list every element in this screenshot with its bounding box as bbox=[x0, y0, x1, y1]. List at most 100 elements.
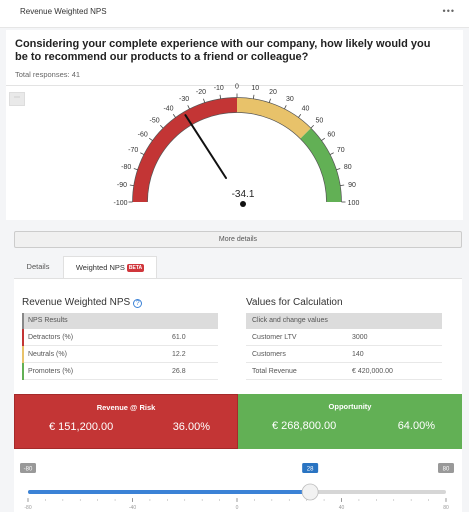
expand-button[interactable]: ⋯ bbox=[9, 92, 25, 106]
slider-scale-label: 80 bbox=[443, 505, 449, 511]
gauge-tick bbox=[140, 152, 145, 155]
slider-value-label: 28 bbox=[307, 467, 314, 473]
customers-value[interactable]: 140 bbox=[352, 351, 364, 358]
slider-max-label: 80 bbox=[443, 467, 450, 473]
gauge-tick-label: 30 bbox=[286, 96, 294, 103]
gauge-tick bbox=[329, 152, 334, 155]
table-row[interactable]: Customer LTV 3000 bbox=[246, 329, 442, 346]
gauge-tick bbox=[284, 105, 287, 110]
nps-title: Revenue Weighted NPS? bbox=[22, 297, 143, 308]
slider-scale-label: 0 bbox=[236, 505, 239, 511]
table-row: Neutrals (%) 12.2 bbox=[22, 346, 218, 363]
row-value: 12.2 bbox=[172, 351, 186, 358]
row-label: Customer LTV bbox=[252, 334, 297, 341]
gauge-tick-label: 40 bbox=[302, 106, 310, 113]
tab-details-label: Details bbox=[26, 262, 50, 271]
row-label: Neutrals (%) bbox=[28, 351, 67, 358]
opportunity-box: Opportunity € 268,800.00 64.00% bbox=[238, 394, 462, 449]
nps-results-header: NPS Results bbox=[22, 313, 218, 329]
row-label: Promoters (%) bbox=[28, 368, 74, 375]
nps-slider[interactable]: -80 80 28 -80 -40 0 40 80 bbox=[0, 460, 469, 512]
more-details-button[interactable]: More details bbox=[14, 231, 462, 248]
gauge-tick-label: -60 bbox=[138, 132, 148, 139]
beta-badge: BETA bbox=[126, 264, 145, 272]
slider-min-label: -80 bbox=[24, 467, 33, 473]
gauge-tick-label: 60 bbox=[327, 132, 335, 139]
slider-scale-label: 40 bbox=[339, 505, 345, 511]
gauge-tick bbox=[252, 94, 255, 99]
survey-question: Considering your complete experience wit… bbox=[15, 38, 431, 63]
nps-results-header-text: NPS Results bbox=[28, 317, 68, 324]
calc-header: Click and change values bbox=[246, 313, 442, 329]
gauge-tick bbox=[159, 124, 164, 129]
table-row[interactable]: Customers 140 bbox=[246, 346, 442, 363]
gauge-tick bbox=[298, 113, 302, 118]
gauge-tick-label: -90 bbox=[117, 182, 127, 189]
gauge-tick-label: -100 bbox=[113, 200, 127, 207]
gauge-tick-label: -40 bbox=[163, 106, 173, 113]
nps-results-table: NPS Results Detractors (%) 61.0 Neutrals … bbox=[22, 313, 218, 380]
gauge-tick-label: 80 bbox=[344, 164, 352, 171]
total-revenue-value[interactable]: € 420,000.00 bbox=[352, 368, 393, 375]
gauge-tick bbox=[203, 98, 206, 103]
tab-details[interactable]: Details bbox=[14, 256, 62, 278]
gauge-tick bbox=[219, 94, 222, 99]
nps-title-text: Revenue Weighted NPS bbox=[22, 297, 131, 308]
row-label: Detractors (%) bbox=[28, 334, 74, 341]
gauge-tick bbox=[148, 137, 153, 141]
tab-weighted-nps[interactable]: Weighted NPS BETA bbox=[63, 256, 157, 278]
nps-gauge: -100-90-80-70-60-50-40-30-20-10 0 10203040… bbox=[113, 84, 360, 207]
opportunity-percent: 64.00% bbox=[397, 420, 435, 432]
slider-max-label-bg bbox=[438, 463, 454, 473]
gauge-needle bbox=[184, 114, 227, 179]
widget-header: Revenue Weighted NPS ••• bbox=[0, 0, 469, 28]
row-value: 26.8 bbox=[172, 368, 186, 375]
row-value: 61.0 bbox=[172, 334, 186, 341]
risk-title: Revenue @ Risk bbox=[96, 403, 156, 412]
gauge-tick-label: -80 bbox=[121, 164, 131, 171]
revenue-at-risk-box: Revenue @ Risk € 151,200.00 36.00% bbox=[14, 394, 238, 449]
gauge-tick-label: 10 bbox=[251, 85, 259, 92]
opportunity-title: Opportunity bbox=[328, 402, 372, 411]
slider-min-label-bg bbox=[20, 463, 36, 473]
gauge-tick bbox=[187, 105, 190, 110]
tab-weighted-label: Weighted NPS bbox=[75, 263, 125, 272]
gauge-tick-label: 90 bbox=[348, 182, 356, 189]
gauge-pivot bbox=[240, 201, 246, 207]
widget-title: Revenue Weighted NPS bbox=[20, 7, 107, 16]
table-row: Detractors (%) 61.0 bbox=[22, 329, 218, 346]
gauge-value: -34.1 bbox=[232, 189, 255, 200]
gauge-tick-label: -30 bbox=[179, 96, 189, 103]
gauge-band bbox=[300, 128, 342, 203]
tab-bar: Details Weighted NPS BETA bbox=[14, 256, 462, 278]
gauge-tick bbox=[268, 98, 271, 103]
table-row[interactable]: Total Revenue € 420,000.00 bbox=[246, 363, 442, 380]
gauge-tick-label: 20 bbox=[269, 89, 277, 96]
gauge-tick bbox=[336, 168, 341, 171]
gauge-tick bbox=[340, 184, 345, 187]
slider-scale-label: -40 bbox=[129, 505, 136, 511]
gauge-band bbox=[132, 97, 238, 203]
gauge-outline bbox=[132, 97, 342, 203]
divider bbox=[6, 85, 463, 86]
table-row: Promoters (%) 26.8 bbox=[22, 363, 218, 380]
slider-fill bbox=[28, 490, 311, 494]
gauge-tick bbox=[133, 168, 138, 171]
opportunity-amount: € 268,800.00 bbox=[272, 420, 337, 432]
risk-percent: 36.00% bbox=[172, 421, 210, 433]
gauge-tick-label: 50 bbox=[315, 118, 323, 125]
gauge-band bbox=[236, 97, 311, 139]
gauge-tick-label: -20 bbox=[196, 89, 206, 96]
gauge-tick bbox=[310, 124, 315, 129]
more-dots-icon[interactable]: ••• bbox=[442, 6, 455, 16]
help-icon[interactable]: ? bbox=[133, 299, 143, 308]
gauge-tick-label: 100 bbox=[348, 200, 360, 207]
customer-ltv-value[interactable]: 3000 bbox=[352, 334, 368, 341]
slider-scale-label: -80 bbox=[24, 505, 31, 511]
slider-value-label-bg bbox=[302, 463, 319, 473]
gauge-outline bbox=[147, 112, 327, 203]
calc-title: Values for Calculation bbox=[246, 297, 343, 308]
slider-handle bbox=[301, 483, 319, 501]
gauge-tick-label: 70 bbox=[337, 147, 345, 154]
